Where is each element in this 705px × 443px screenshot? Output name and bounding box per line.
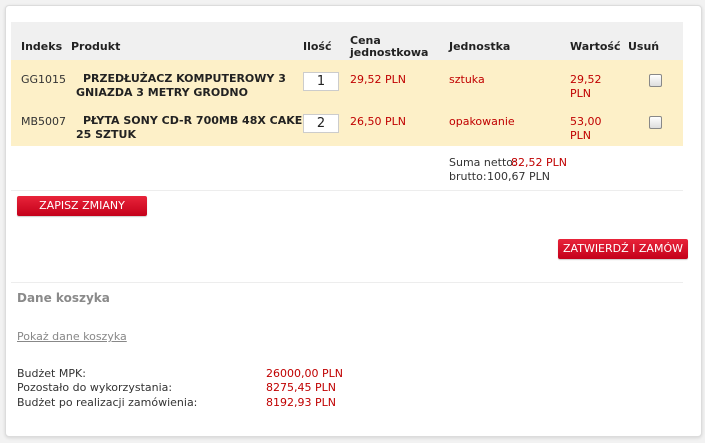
- budget-remaining-value: 8275,45 PLN: [266, 381, 336, 394]
- remove-checkbox[interactable]: [649, 74, 662, 87]
- budget-remaining-label: Pozostało do wykorzystania:: [17, 381, 173, 394]
- budget-after-value: 8192,93 PLN: [266, 396, 336, 409]
- budget-mpk-label: Budżet MPK:: [17, 367, 86, 380]
- row-value-line2: PLN: [570, 129, 591, 142]
- total-net-value: 82,52 PLN: [511, 156, 567, 169]
- row-index: MB5007: [21, 115, 67, 128]
- header-unit: Jednostka: [449, 40, 511, 53]
- total-net-label: Suma netto:: [449, 156, 517, 169]
- header-index: Indeks: [21, 40, 63, 53]
- row-value-line1: 29,52: [570, 73, 602, 86]
- header-unit-price-line2: jednostkowa: [350, 46, 429, 59]
- show-cart-data-link[interactable]: Pokaż dane koszyka: [17, 330, 127, 343]
- header-remove: Usuń: [628, 40, 660, 53]
- total-gross-value: 100,67 PLN: [487, 170, 550, 183]
- divider: [11, 190, 683, 191]
- row-product-line2: 25 SZTUK: [76, 128, 136, 141]
- header-unit-price-line1: Cena: [350, 34, 381, 47]
- row-product-line1: PŁYTA SONY CD-R 700MB 48X CAKE: [83, 114, 303, 127]
- row-unit: opakowanie: [449, 115, 515, 128]
- table-row: [11, 114, 683, 146]
- quantity-input[interactable]: 2: [303, 114, 339, 133]
- row-product-line2: GNIAZDA 3 METRY GRODNO: [76, 86, 248, 99]
- row-unit-price: 29,52 PLN: [350, 73, 406, 86]
- save-changes-button[interactable]: ZAPISZ ZMIANY: [17, 196, 147, 216]
- quantity-input[interactable]: 1: [303, 72, 339, 91]
- table-row: [11, 60, 683, 114]
- total-gross-label: brutto:: [449, 170, 487, 183]
- budget-mpk-value: 26000,00 PLN: [266, 367, 343, 380]
- row-value-line1: 53,00: [570, 115, 602, 128]
- header-value: Wartość: [570, 40, 621, 53]
- budget-after-label: Budżet po realizacji zamówienia:: [17, 396, 198, 409]
- table-header: [11, 22, 683, 60]
- row-unit-price: 26,50 PLN: [350, 115, 406, 128]
- row-unit: sztuka: [449, 73, 485, 86]
- header-product: Produkt: [71, 40, 121, 53]
- row-value-line2: PLN: [570, 87, 591, 100]
- confirm-order-button[interactable]: ZATWIERDŹ I ZAMÓW: [558, 239, 688, 259]
- row-product-line1: PRZEDŁUŻACZ KOMPUTEROWY 3: [83, 72, 286, 85]
- remove-checkbox[interactable]: [649, 116, 662, 129]
- cart-data-title: Dane koszyka: [17, 291, 110, 305]
- row-index: GG1015: [21, 73, 67, 86]
- divider: [11, 282, 683, 283]
- header-qty: Ilość: [303, 40, 332, 53]
